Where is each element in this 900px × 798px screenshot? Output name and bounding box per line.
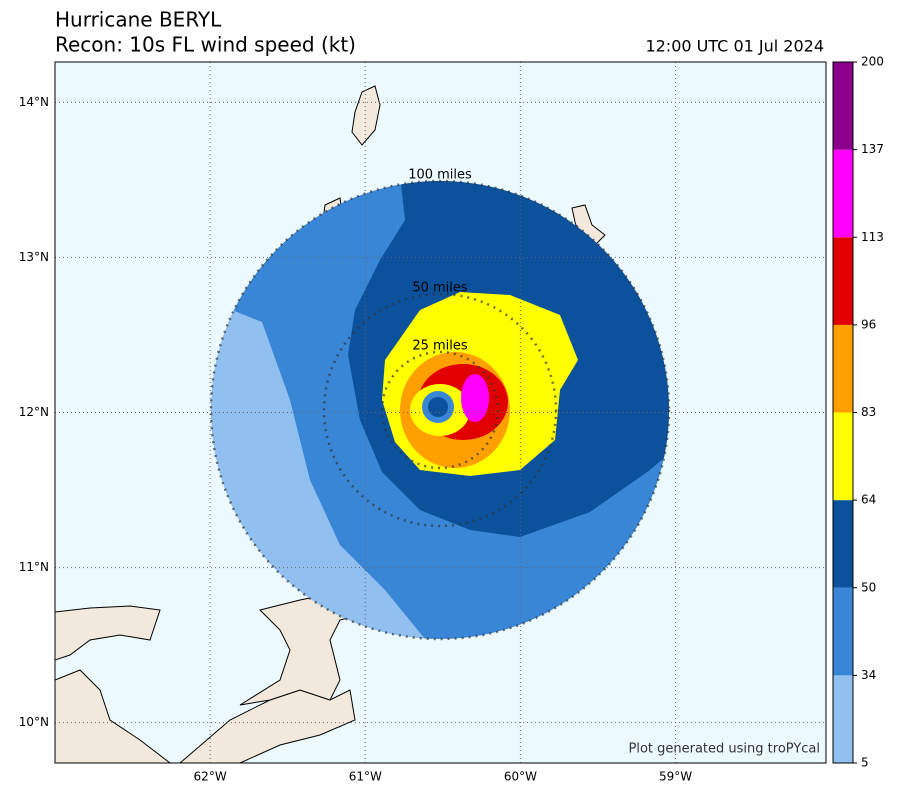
y-tick-label: 11°N xyxy=(19,560,49,574)
colorbar-label: 5 xyxy=(861,756,869,770)
subtitle: Recon: 10s FL wind speed (kt) xyxy=(55,33,356,57)
colorbar-segment xyxy=(833,149,853,238)
title: Hurricane BERYL xyxy=(55,8,222,32)
distance-ring xyxy=(209,179,671,641)
y-tick-label: 13°N xyxy=(19,250,49,264)
colorbar-label: 200 xyxy=(861,55,884,69)
distance-ring xyxy=(380,350,500,470)
credit: Plot generated using troPYcal xyxy=(629,742,821,757)
map-frame xyxy=(54,61,827,764)
colorbar-segment xyxy=(833,324,853,413)
contour-113-137 xyxy=(461,374,489,422)
map-area: 100 miles 50 miles 25 miles xyxy=(55,62,826,763)
colorbar-segment xyxy=(833,587,853,676)
colorbar-segment xyxy=(833,62,853,150)
x-tick-label: 62°W xyxy=(194,770,227,784)
ring-label: 50 miles xyxy=(412,281,468,296)
colorbar-label: 113 xyxy=(861,230,884,244)
colorbar-segment xyxy=(833,237,853,325)
colorbar-label: 50 xyxy=(861,580,876,594)
x-tick-label: 61°W xyxy=(349,770,382,784)
ring-label: 100 miles xyxy=(408,168,472,183)
ring-label: 25 miles xyxy=(412,339,468,354)
y-tick-label: 12°N xyxy=(19,405,49,419)
y-tick-label: 14°N xyxy=(19,95,49,109)
eye-core xyxy=(428,397,448,417)
colorbar-segment xyxy=(833,675,853,763)
distance-ring xyxy=(322,292,558,528)
date: 12:00 UTC 01 Jul 2024 xyxy=(645,37,824,56)
colorbar-label: 64 xyxy=(861,493,876,507)
colorbar-segment xyxy=(833,500,853,588)
grid xyxy=(55,62,826,763)
colorbar-label: 96 xyxy=(861,317,876,331)
y-tick-label: 10°N xyxy=(19,715,49,729)
colorbar-segment xyxy=(833,412,853,501)
colorbar-label: 34 xyxy=(861,668,876,682)
colorbar-label: 83 xyxy=(861,405,876,419)
x-tick-label: 60°W xyxy=(504,770,537,784)
rings: 100 miles 50 miles 25 miles xyxy=(209,168,671,641)
colorbar-label: 137 xyxy=(861,142,884,156)
x-tick-label: 59°W xyxy=(659,770,692,784)
